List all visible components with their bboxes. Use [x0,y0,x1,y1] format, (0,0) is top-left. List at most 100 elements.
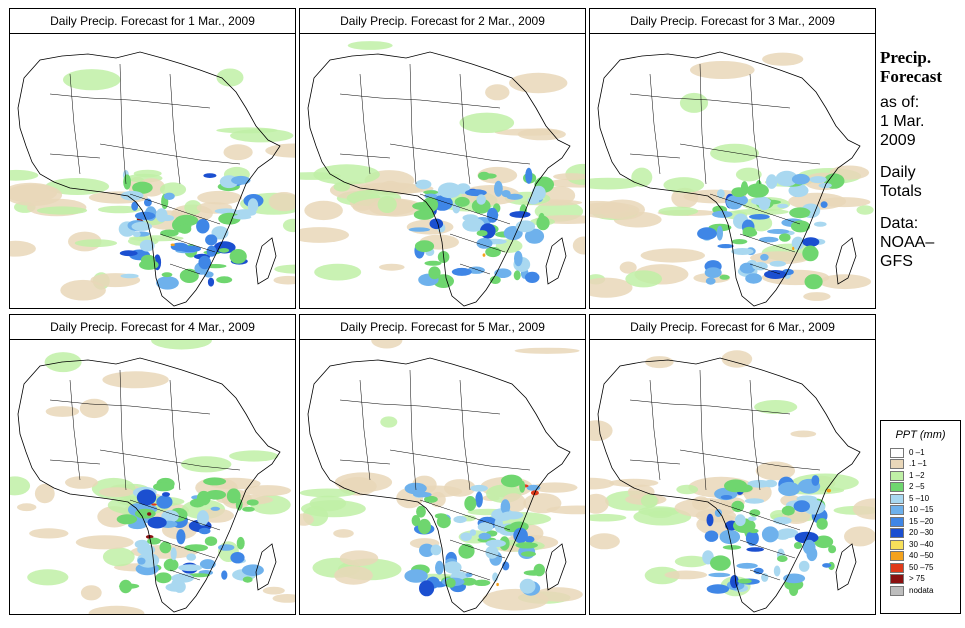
country-border [419,193,511,225]
africa-map-svg [10,340,295,614]
precip-patch [268,192,295,212]
precip-patch [761,573,769,582]
precip-patch [262,586,285,595]
precip-patch [704,267,722,278]
precip-patch [198,527,211,535]
precip-patch [809,176,827,184]
precip-patch [205,490,226,500]
precip-patch [437,182,462,199]
precip-patch [467,266,485,274]
precip-patch [791,236,805,250]
precip-patch [411,515,421,527]
precip-patch [476,230,488,237]
precip-patch [513,527,528,544]
precip-patch [416,505,426,518]
precip-patch [792,246,795,251]
precip-patch [802,539,816,555]
precip-patch [852,498,875,520]
precip-patch [197,190,243,205]
precip-patch [151,503,157,506]
country-border [99,449,241,471]
totals-line1: Daily [880,164,916,181]
precip-patch [706,584,730,594]
forecast-panel-day3: Daily Precip. Forecast for 3 Mar., 2009 [589,8,876,309]
precip-patch [509,72,568,94]
precip-patch [75,535,134,550]
legend-swatch [890,574,904,585]
precip-patch [282,218,295,233]
country-border [629,153,681,159]
precip-patch [79,398,109,419]
precip-patch [609,478,659,487]
precip-patch [156,276,179,290]
legend-label: nodata [909,585,934,595]
madagascar-outline [255,543,277,591]
precip-patch [679,92,709,113]
country-border [749,263,781,275]
precip-patch [509,211,531,218]
precip-patch [749,509,761,517]
precip-patch [196,510,209,526]
country-border [169,379,181,491]
precip-patch [590,513,627,522]
panel-title: Daily Precip. Forecast for 1 Mar., 2009 [9,8,296,34]
precip-patch [424,260,442,266]
precip-patch [300,227,349,243]
precip-patch [246,499,259,506]
precip-patch [458,543,475,559]
precip-patch [413,209,435,220]
precip-patch [500,474,523,488]
legend-swatch [890,459,904,470]
precip-patch [690,61,755,79]
precip-patch [590,420,613,441]
country-border [339,459,391,465]
source-label: Data: [880,215,919,232]
country-border [409,369,417,491]
coastline [307,51,571,307]
totals-line2: Totals [880,183,922,200]
precip-patch [134,211,156,220]
precip-patch [218,544,235,551]
precip-patch [820,201,828,209]
precip-patch [469,529,477,536]
precip-patch [697,227,717,240]
coastline [17,51,281,307]
country-border [169,263,201,275]
precip-patch [88,605,145,614]
precip-patch [769,260,786,267]
country-border [629,93,791,109]
precip-patch [844,526,875,547]
madagascar-outline [255,237,277,285]
precip-patch [788,184,809,198]
precip-patch [485,545,499,559]
precip-patch [371,340,403,349]
precip-patch [173,580,186,593]
precip-patch [151,340,212,350]
precip-patch [793,500,810,513]
precip-map [9,33,296,309]
precip-patch [619,261,637,274]
precip-patch [453,515,467,524]
legend-swatch [890,505,904,516]
legend-item: .1 –1 [881,459,960,471]
legend-item: > 75 [881,574,960,586]
legend-swatch [890,470,904,481]
legend-item: 0 –1 [881,447,960,459]
precip-patch [590,177,641,190]
precip-patch [418,518,431,535]
precip-patch [429,218,444,230]
forecast-info: Precip. Forecast as of: 1 Mar. 2009 Dail… [880,48,964,271]
coastline [597,51,861,307]
precip-patch [521,551,536,557]
precip-patch [424,193,438,199]
precip-patch [704,530,719,542]
precip-patch [777,528,799,538]
precip-patch [131,221,153,231]
precip-patch [459,112,515,133]
precip-patch [462,214,479,222]
legend-item: 5 –10 [881,493,960,505]
precip-patch [485,539,506,548]
precip-patch [519,578,536,594]
precip-patch [339,550,379,566]
precip-patch [543,186,576,205]
